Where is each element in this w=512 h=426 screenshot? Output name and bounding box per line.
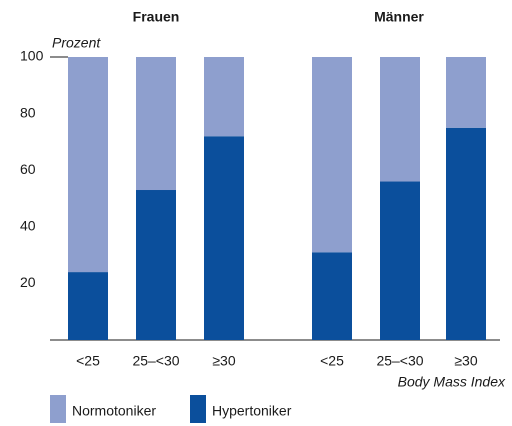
x-tick-label: <25 (320, 353, 344, 369)
y-axis-label: Prozent (52, 35, 101, 51)
legend-swatch (190, 395, 206, 423)
bar-segment (136, 57, 176, 191)
bar-segment (136, 190, 176, 340)
bar-segment (204, 136, 244, 340)
bar-segment (68, 272, 108, 340)
bar-segment (380, 181, 420, 340)
bar-segment (312, 252, 352, 340)
bar-segment (380, 57, 420, 182)
legend-label: Hypertoniker (212, 403, 292, 419)
x-tick-label: 25–<30 (376, 353, 423, 369)
bar-segment (446, 127, 486, 340)
x-tick-label: ≥30 (212, 353, 235, 369)
y-tick-label: 80 (20, 104, 36, 120)
y-tick-label: 60 (20, 161, 36, 177)
y-tick-label: 20 (20, 274, 36, 290)
x-tick-label: ≥30 (454, 353, 477, 369)
x-tick-label: 25–<30 (132, 353, 179, 369)
y-tick-label: 100 (20, 48, 44, 64)
legend-swatch (50, 395, 66, 423)
bar-segment (446, 57, 486, 128)
legend-label: Normotoniker (72, 403, 156, 419)
y-tick-label: 40 (20, 218, 36, 234)
bar-segment (312, 57, 352, 253)
group-title: Männer (374, 9, 424, 25)
x-axis-label: Body Mass Index (398, 374, 506, 390)
x-tick-label: <25 (76, 353, 100, 369)
bar-segment (68, 57, 108, 273)
bar-segment (204, 57, 244, 137)
group-title: Frauen (133, 9, 180, 25)
